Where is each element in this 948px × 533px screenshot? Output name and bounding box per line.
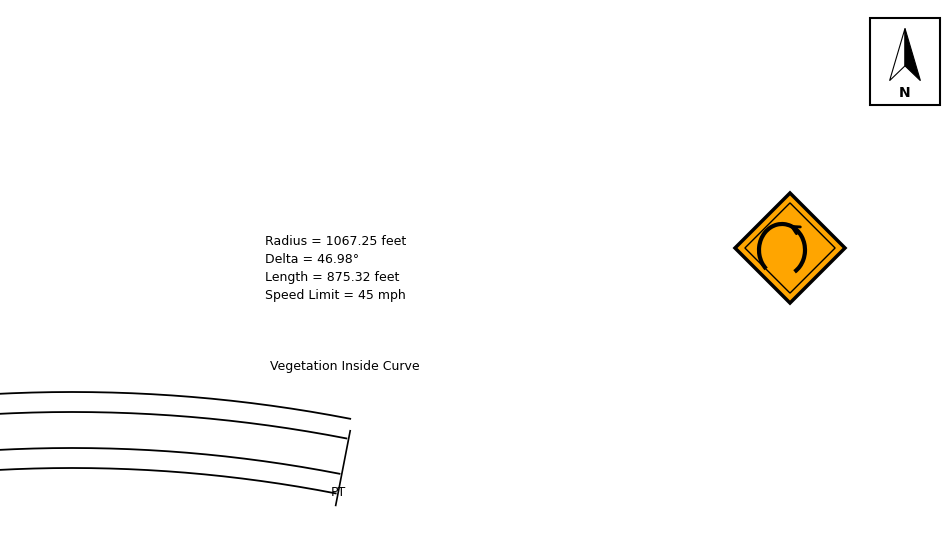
Text: N: N — [900, 86, 911, 100]
Text: PT: PT — [330, 486, 346, 499]
Polygon shape — [735, 193, 845, 303]
Text: Length = 875.32 feet: Length = 875.32 feet — [265, 271, 399, 284]
Text: Radius = 1067.25 feet: Radius = 1067.25 feet — [265, 235, 407, 248]
Polygon shape — [889, 28, 905, 80]
Bar — [870, 18, 940, 105]
Text: Speed Limit = 45 mph: Speed Limit = 45 mph — [265, 289, 406, 302]
Text: Vegetation Inside Curve: Vegetation Inside Curve — [270, 360, 420, 373]
Polygon shape — [905, 28, 921, 80]
Text: Delta = 46.98°: Delta = 46.98° — [265, 253, 359, 266]
